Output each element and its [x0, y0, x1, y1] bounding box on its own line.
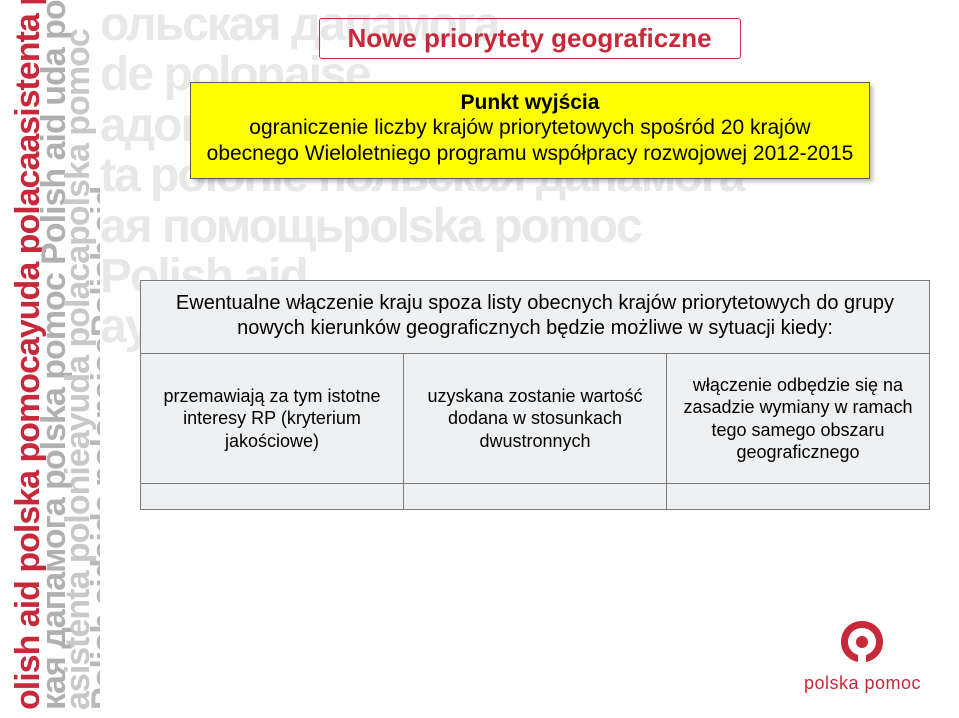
table-row: przemawiają za tym istotne interesy RP (…	[141, 354, 930, 484]
criteria-table: Ewentualne włączenie kraju spoza listy o…	[140, 280, 930, 510]
left-watermark: olish aid polska pomocayuda polacaasiste…	[0, 0, 100, 718]
brand-logo: polska pomoc	[804, 615, 921, 694]
footer-cell	[141, 484, 404, 510]
brand-icon	[832, 615, 892, 667]
slide-title: Nowe priorytety geograficzne	[347, 23, 711, 53]
footer-cell	[667, 484, 930, 510]
criteria-table-wrap: Ewentualne włączenie kraju spoza listy o…	[140, 280, 930, 510]
table-footer-row	[141, 484, 930, 510]
slide-title-box: Nowe priorytety geograficzne	[318, 18, 740, 59]
brand-text: polska pomoc	[804, 673, 921, 694]
starting-point-box: Punkt wyjścia ograniczenie liczby krajów…	[190, 82, 870, 179]
criteria-cell-2: uzyskana zostanie wartość dodana w stosu…	[404, 354, 667, 484]
starting-point-heading: Punkt wyjścia	[205, 91, 855, 115]
criteria-cell-1: przemawiają za tym istotne interesy RP (…	[141, 354, 404, 484]
criteria-header: Ewentualne włączenie kraju spoza listy o…	[141, 281, 930, 354]
criteria-cell-3: włączenie odbędzie się na zasadzie wymia…	[667, 354, 930, 484]
footer-cell	[404, 484, 667, 510]
starting-point-text: ograniczenie liczby krajów priorytetowyc…	[205, 115, 855, 168]
slide-content: Nowe priorytety geograficzne Punkt wyjśc…	[100, 0, 959, 718]
